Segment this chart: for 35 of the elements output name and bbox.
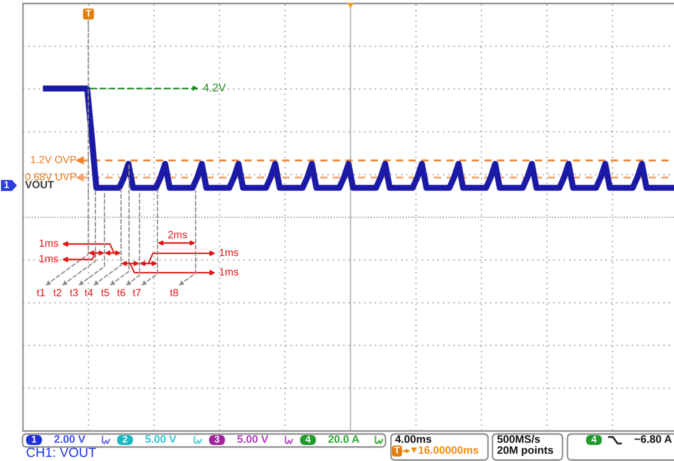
text: 2: [122, 436, 128, 443]
text: 4: [305, 436, 311, 443]
text: 2.00 V: [54, 435, 86, 443]
annotation: t3: [70, 288, 78, 296]
annotation: 1ms: [220, 248, 238, 256]
annotation: t2: [53, 288, 62, 296]
annotation: 1ms: [40, 255, 58, 262]
annotation: 1ms: [220, 268, 238, 276]
annotation: 1ms: [40, 240, 58, 247]
annotation: t6: [117, 288, 126, 296]
annotation: t4: [84, 289, 93, 296]
annotation: t7: [132, 289, 141, 296]
ref-line-label: 0.68V UVP: [25, 172, 76, 180]
text: 500MS/s: [497, 434, 540, 444]
text: T: [394, 446, 400, 454]
text: 4.00ms: [395, 435, 432, 443]
text: 16.00000ms: [418, 446, 478, 454]
annotation: t5: [101, 289, 110, 296]
text: −6.80 A: [634, 435, 672, 443]
text: 20M points: [497, 446, 554, 456]
text: 5.00 V: [237, 435, 268, 443]
annotation: t1: [36, 289, 45, 296]
text: 3: [214, 436, 220, 443]
text: T: [86, 10, 92, 17]
annotation: VOUT: [25, 180, 54, 188]
text: 5.00 V: [145, 435, 176, 443]
annotation: 2ms: [168, 230, 187, 238]
annotation: t8: [170, 288, 178, 296]
ref-line-label: 1.2V OVP: [30, 156, 76, 164]
text: 20.0 A: [328, 435, 360, 443]
annotation: 4.2V: [203, 84, 226, 92]
text: 4: [591, 436, 597, 443]
text: 1: [32, 436, 36, 443]
text: CH1: VOUT: [26, 448, 96, 458]
text: 1: [4, 181, 9, 188]
